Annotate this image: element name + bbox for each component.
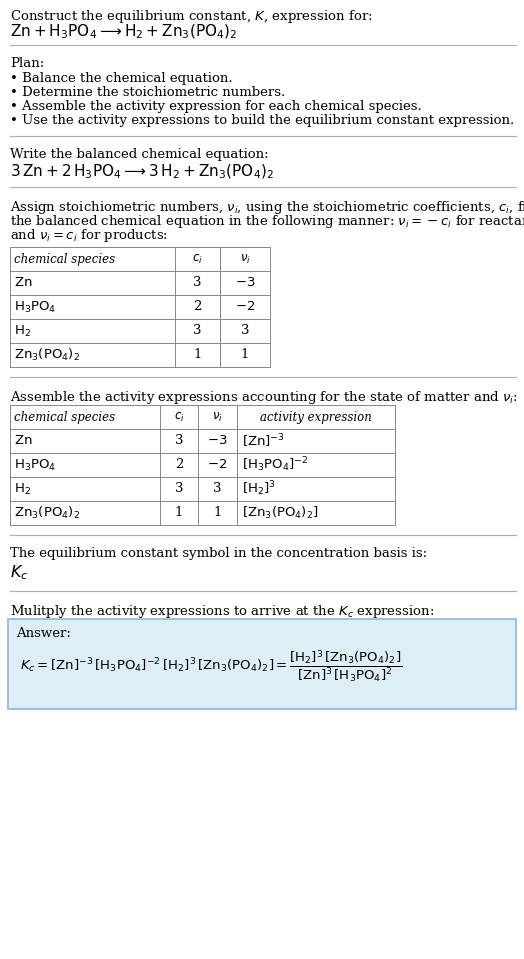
Text: $K_c = [\mathrm{Zn}]^{-3}\,[\mathrm{H_3PO_4}]^{-2}\,[\mathrm{H_2}]^3\,[\mathrm{Z: $K_c = [\mathrm{Zn}]^{-3}\,[\mathrm{H_3P… [20,649,402,685]
Text: • Balance the chemical equation.: • Balance the chemical equation. [10,72,233,85]
Text: 1: 1 [175,506,183,520]
Text: $\mathrm{Zn_3(PO_4)_2}$: $\mathrm{Zn_3(PO_4)_2}$ [14,347,80,363]
Text: $c_i$: $c_i$ [192,252,203,266]
Text: $\mathrm{H_3PO_4}$: $\mathrm{H_3PO_4}$ [14,457,56,473]
Text: 3: 3 [193,324,202,338]
Text: Answer:: Answer: [16,627,71,640]
Text: activity expression: activity expression [260,410,372,424]
Text: Plan:: Plan: [10,57,44,70]
Text: 3: 3 [193,276,202,290]
Text: $3\,\mathrm{Zn} + 2\,\mathrm{H_3PO_4} \longrightarrow 3\,\mathrm{H_2} + \mathrm{: $3\,\mathrm{Zn} + 2\,\mathrm{H_3PO_4} \l… [10,163,274,181]
Text: 2: 2 [193,300,202,314]
Text: Assemble the activity expressions accounting for the state of matter and $\nu_i$: Assemble the activity expressions accoun… [10,389,518,406]
Text: 3: 3 [241,324,249,338]
Text: Write the balanced chemical equation:: Write the balanced chemical equation: [10,148,269,161]
Text: $\mathrm{Zn}$: $\mathrm{Zn}$ [14,434,32,448]
Text: 1: 1 [213,506,222,520]
Text: 1: 1 [241,348,249,362]
Text: $\mathrm{H_3PO_4}$: $\mathrm{H_3PO_4}$ [14,299,56,315]
Text: Mulitply the activity expressions to arrive at the $K_c$ expression:: Mulitply the activity expressions to arr… [10,603,434,620]
Text: 3: 3 [213,482,222,496]
Text: $[\mathrm{H_2}]^3$: $[\mathrm{H_2}]^3$ [242,480,276,499]
Text: $\mathrm{Zn_3(PO_4)_2}$: $\mathrm{Zn_3(PO_4)_2}$ [14,505,80,521]
Text: $\mathrm{H_2}$: $\mathrm{H_2}$ [14,323,31,339]
Text: Assign stoichiometric numbers, $\nu_i$, using the stoichiometric coefficients, $: Assign stoichiometric numbers, $\nu_i$, … [10,199,524,216]
Text: 1: 1 [193,348,202,362]
Text: $-2$: $-2$ [208,458,227,472]
Text: • Use the activity expressions to build the equilibrium constant expression.: • Use the activity expressions to build … [10,114,514,127]
Text: $[\mathrm{H_3PO_4}]^{-2}$: $[\mathrm{H_3PO_4}]^{-2}$ [242,456,308,475]
Text: Construct the equilibrium constant, $K$, expression for:: Construct the equilibrium constant, $K$,… [10,8,373,25]
Text: $[\mathrm{Zn_3(PO_4)_2}]$: $[\mathrm{Zn_3(PO_4)_2}]$ [242,505,319,521]
Text: $\nu_i$: $\nu_i$ [239,252,250,266]
Text: chemical species: chemical species [14,410,115,424]
Text: the balanced chemical equation in the following manner: $\nu_i = -c_i$ for react: the balanced chemical equation in the fo… [10,213,524,230]
Text: $\mathrm{Zn + H_3PO_4 \longrightarrow H_2 + Zn_3(PO_4)_2}$: $\mathrm{Zn + H_3PO_4 \longrightarrow H_… [10,23,237,41]
Text: $\mathrm{Zn}$: $\mathrm{Zn}$ [14,276,32,290]
Text: $\nu_i$: $\nu_i$ [212,410,223,424]
Text: The equilibrium constant symbol in the concentration basis is:: The equilibrium constant symbol in the c… [10,547,427,560]
Text: and $\nu_i = c_i$ for products:: and $\nu_i = c_i$ for products: [10,227,168,244]
Text: $K_c$: $K_c$ [10,563,28,582]
Text: chemical species: chemical species [14,252,115,266]
Text: $c_i$: $c_i$ [173,410,184,424]
Text: $[\mathrm{Zn}]^{-3}$: $[\mathrm{Zn}]^{-3}$ [242,433,285,450]
FancyBboxPatch shape [8,619,516,709]
Text: • Assemble the activity expression for each chemical species.: • Assemble the activity expression for e… [10,100,422,113]
Text: • Determine the stoichiometric numbers.: • Determine the stoichiometric numbers. [10,86,285,99]
Text: 3: 3 [174,434,183,448]
Text: $-3$: $-3$ [235,276,255,290]
Text: 2: 2 [175,458,183,472]
Text: $-2$: $-2$ [235,300,255,314]
Text: $\mathrm{H_2}$: $\mathrm{H_2}$ [14,481,31,497]
Text: $-3$: $-3$ [208,434,228,448]
Text: 3: 3 [174,482,183,496]
